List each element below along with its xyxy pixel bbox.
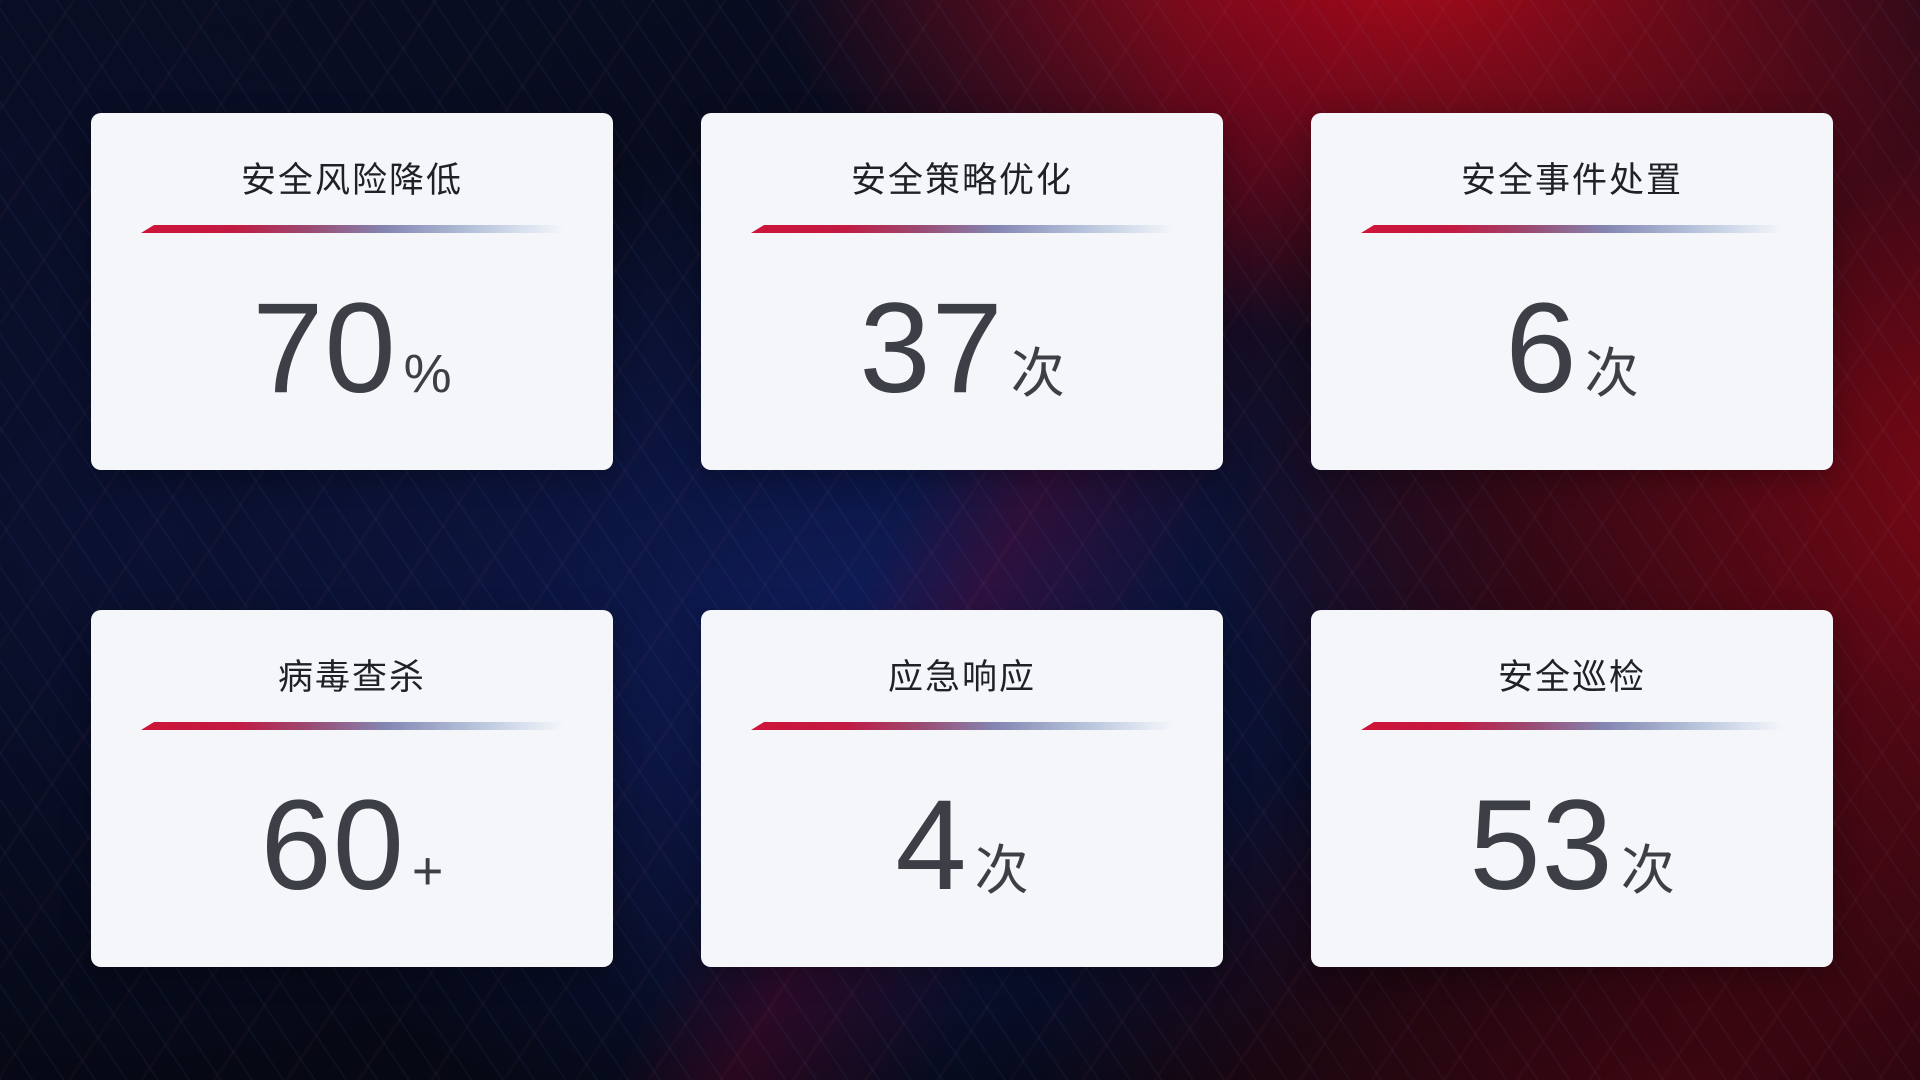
stat-value: 6 [1505, 277, 1578, 420]
stat-unit: % [403, 344, 452, 404]
stat-card-title: 安全风险降低 [240, 161, 463, 200]
stat-card-title: 应急响应 [887, 658, 1036, 697]
stat-unit: 次 [1010, 344, 1065, 404]
stat-value-row: 70% [252, 285, 451, 452]
stat-value-row: 53 次 [1469, 782, 1674, 949]
stat-unit: 次 [974, 841, 1029, 901]
stat-card-security-risk-reduction: 安全风险降低 70% [91, 113, 613, 470]
stat-card-security-policy-optimization: 安全策略优化 37 次 [701, 113, 1223, 470]
accent-divider [751, 722, 1173, 730]
stat-value: 70 [252, 277, 397, 420]
stat-card-title: 安全策略优化 [850, 161, 1073, 200]
accent-divider [751, 225, 1173, 233]
accent-divider [141, 722, 563, 730]
stat-card-security-inspection: 安全巡检 53 次 [1311, 610, 1833, 967]
stat-card-title: 安全事件处置 [1460, 161, 1683, 200]
stat-unit: + [411, 841, 444, 901]
accent-divider [1361, 722, 1783, 730]
stat-unit: 次 [1620, 841, 1675, 901]
stat-value: 37 [859, 277, 1004, 420]
accent-divider [141, 225, 563, 233]
stat-card-virus-scan: 病毒查杀 60 + [91, 610, 613, 967]
stat-card-title: 病毒查杀 [277, 658, 426, 697]
stat-value-row: 60 + [261, 782, 444, 949]
stat-value: 60 [260, 774, 405, 917]
stat-card-title: 安全巡检 [1497, 658, 1646, 697]
accent-divider [1361, 225, 1783, 233]
stat-value-row: 37 次 [859, 285, 1064, 452]
stat-value: 53 [1469, 774, 1614, 917]
stat-unit: 次 [1584, 344, 1639, 404]
stat-value: 4 [895, 774, 968, 917]
